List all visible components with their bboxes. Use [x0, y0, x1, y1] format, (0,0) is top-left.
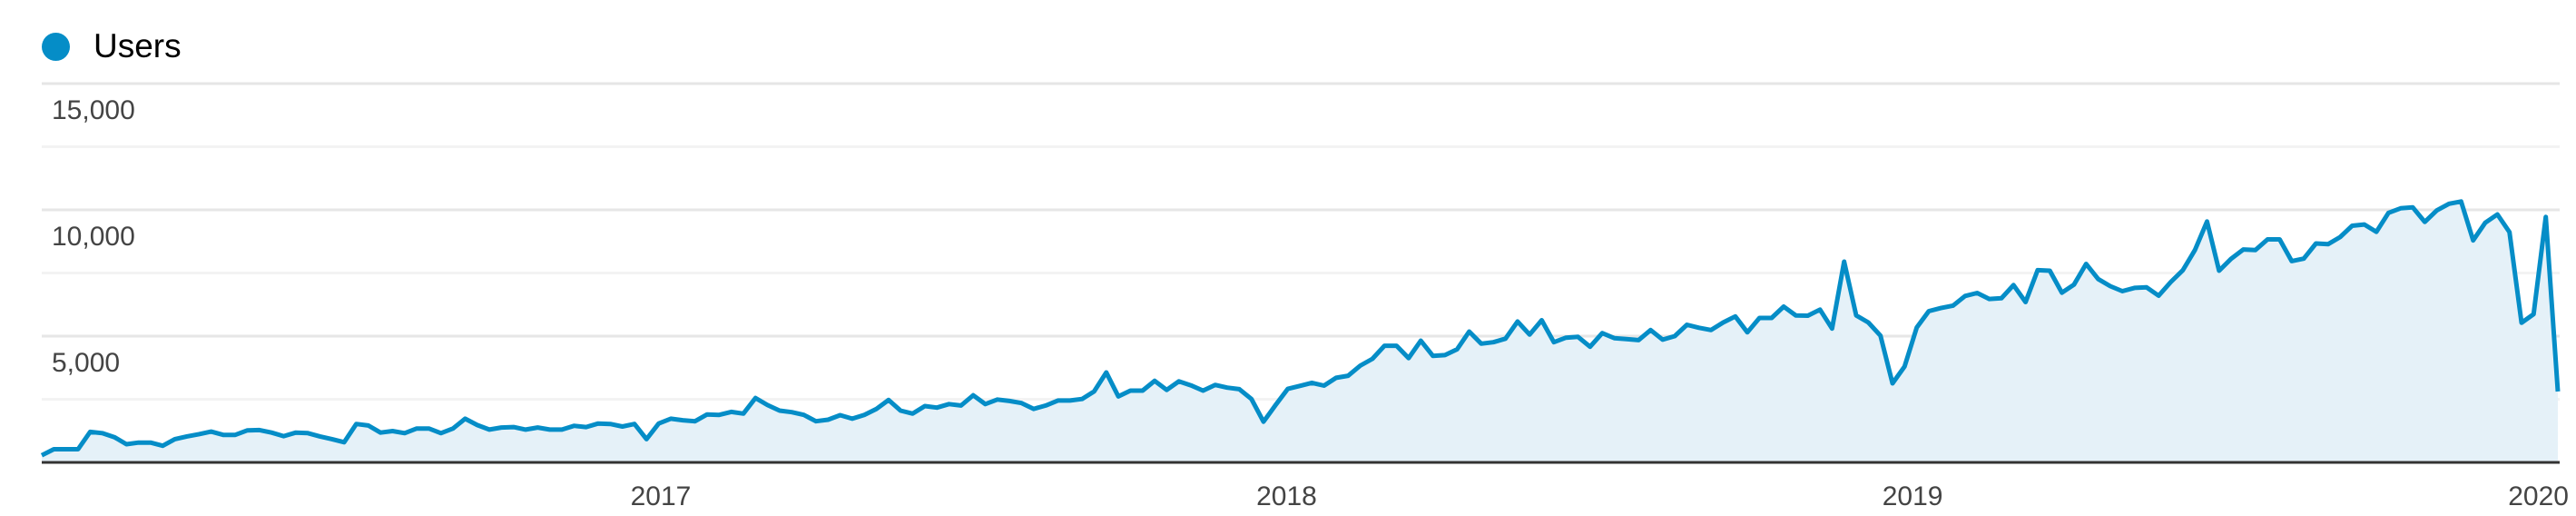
y-tick-label-5000: 5,000 [52, 348, 120, 378]
series-line-users [40, 199, 2561, 458]
legend-users-dot-icon [42, 32, 70, 61]
legend-users-label: Users [93, 27, 182, 64]
y-tick-label-10000: 10,000 [52, 222, 135, 252]
x-tick-label-2020: 2020 [2508, 481, 2569, 511]
x-tick-label-2019: 2019 [1883, 481, 1943, 511]
x-tick-label-2017: 2017 [631, 481, 692, 511]
chart-legend: Users [42, 27, 182, 65]
x-tick-label-2018: 2018 [1256, 481, 1317, 511]
series-area-users [42, 201, 2558, 463]
y-tick-label-15000: 15,000 [52, 95, 135, 125]
